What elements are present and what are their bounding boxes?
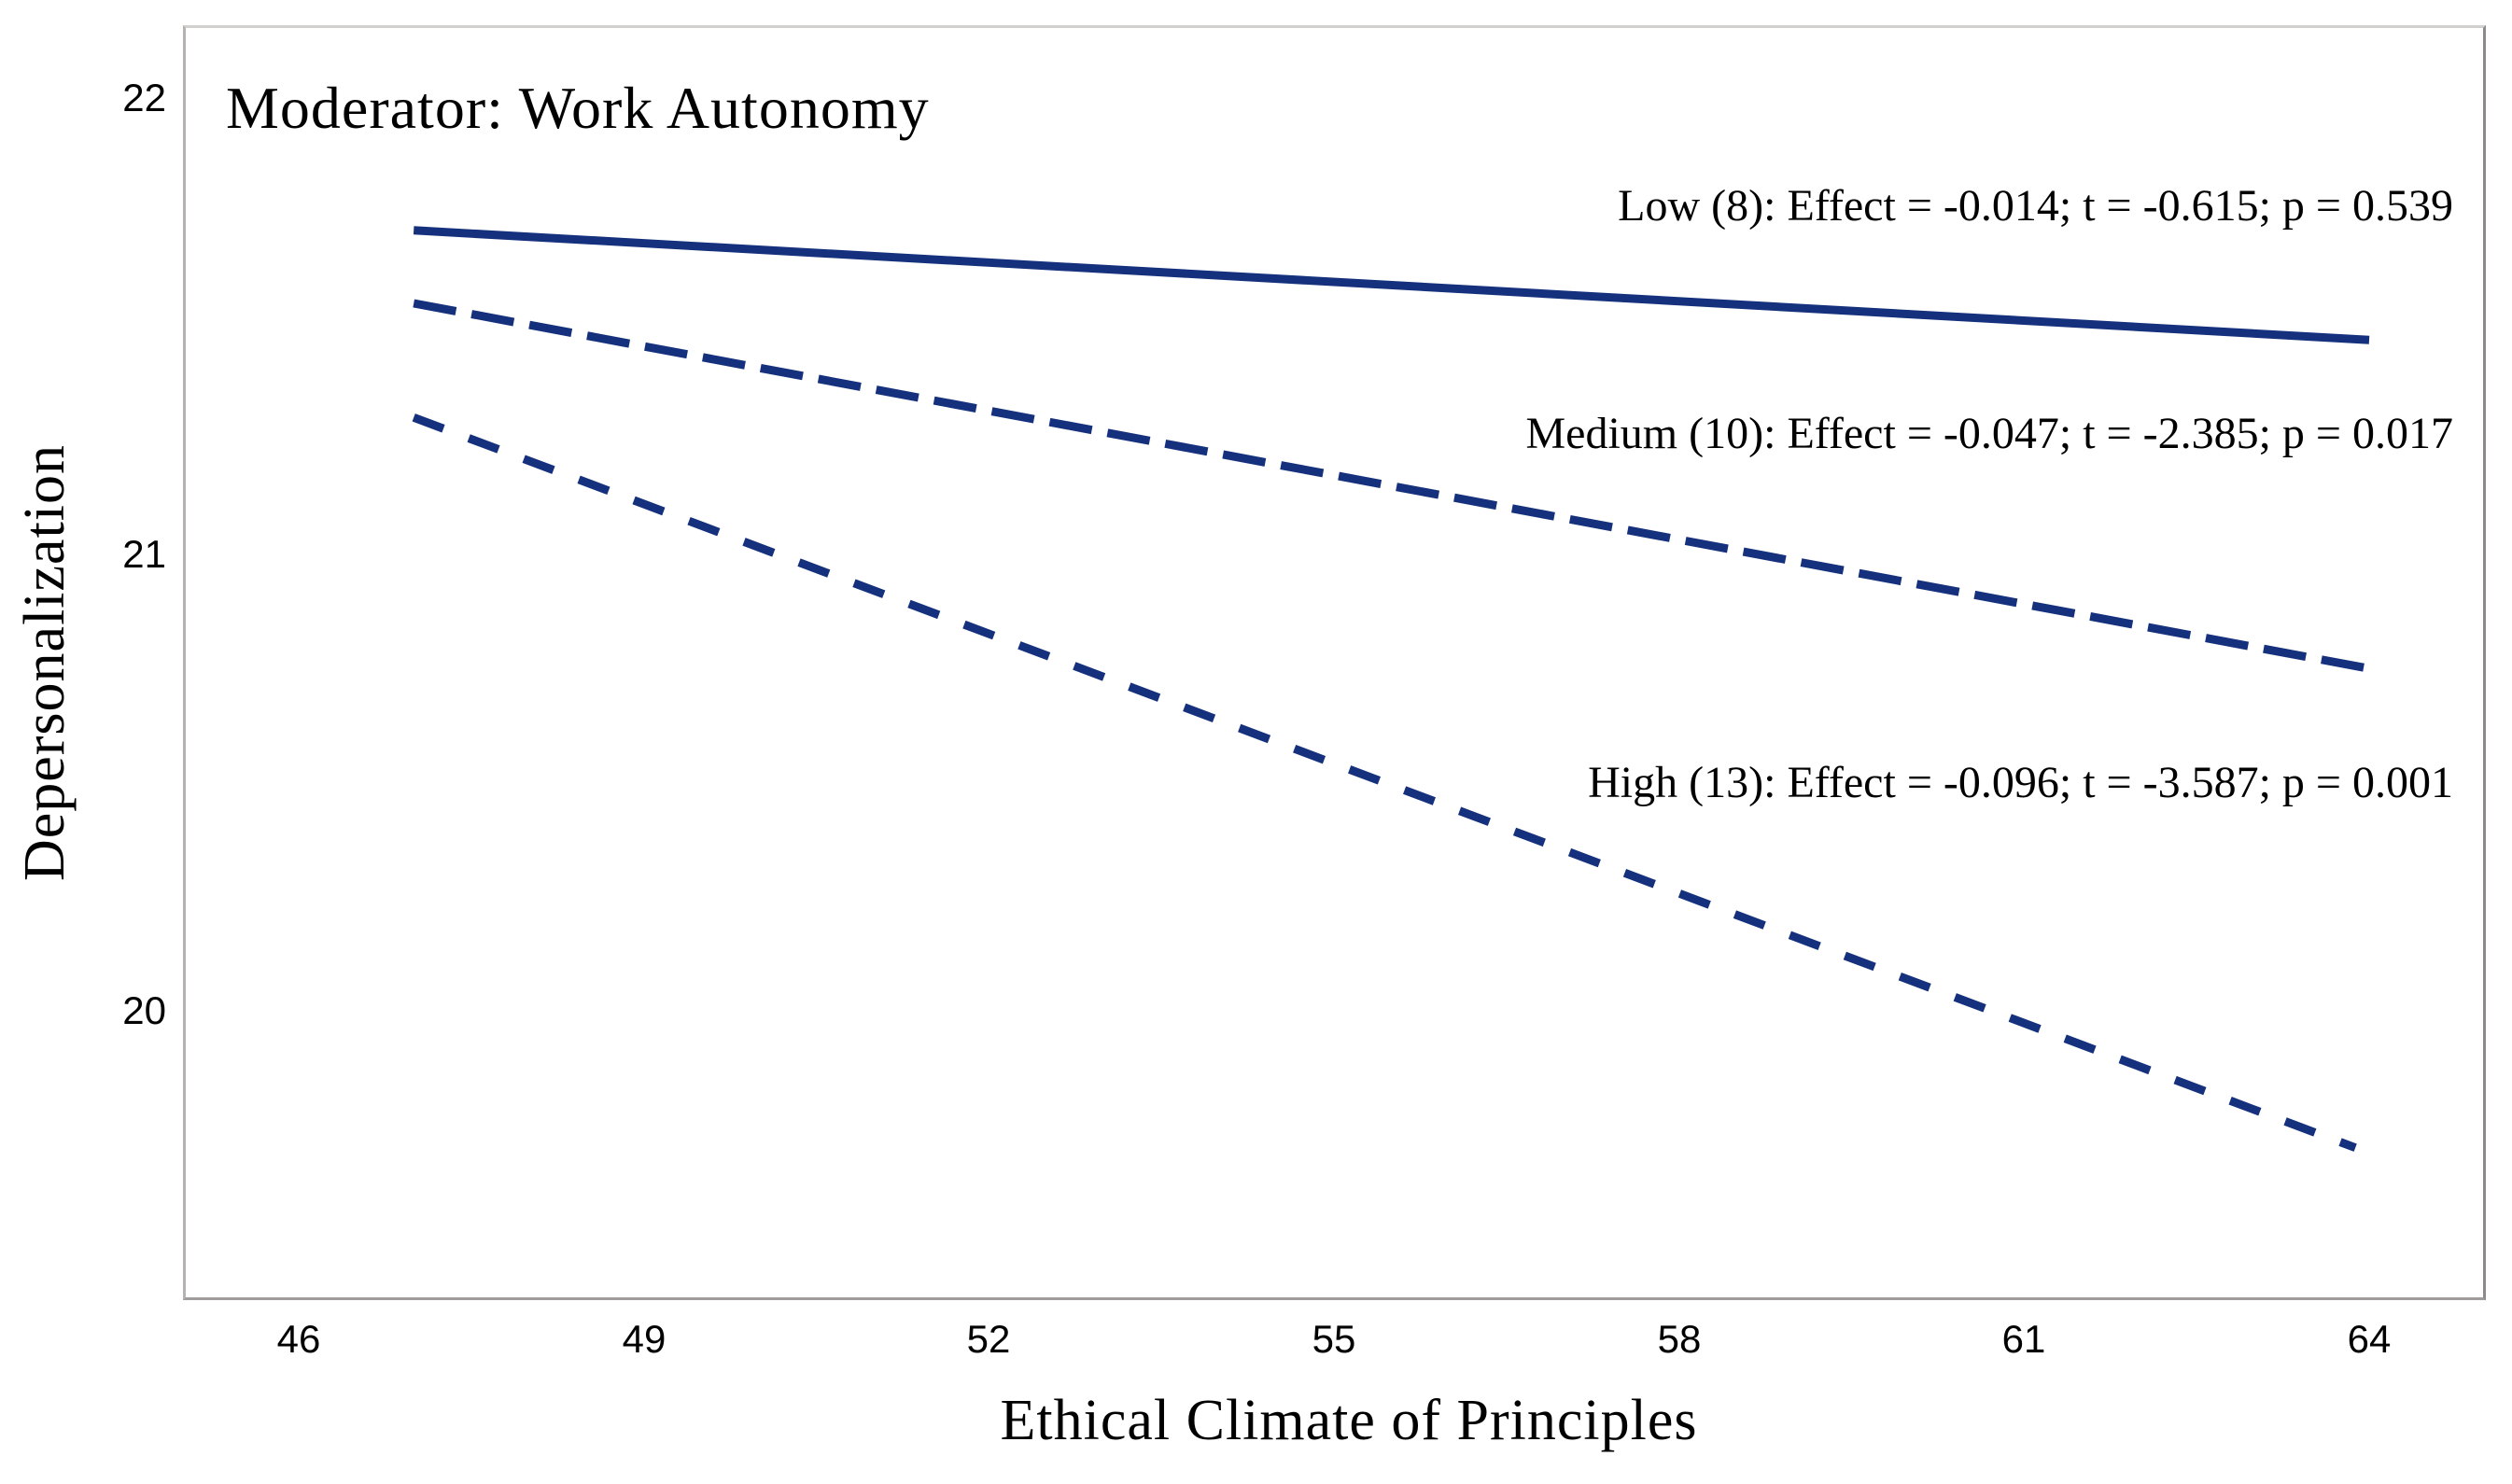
chart-title: Moderator: Work Autonomy [226, 75, 930, 141]
x-tick-58: 58 [1657, 1317, 1702, 1361]
x-tick-55: 55 [1312, 1317, 1356, 1361]
annotation-medium: Medium (10): Effect = -0.047; t = -2.385… [1525, 409, 2453, 458]
y-tick-22: 22 [122, 76, 166, 119]
x-axis-label: Ethical Climate of Principles [1000, 1389, 1698, 1452]
x-tick-61: 61 [2001, 1317, 2046, 1361]
annotation-low: Low (8): Effect = -0.014; t = -0.615; p … [1618, 181, 2453, 231]
x-tick-64: 64 [2347, 1317, 2392, 1361]
x-tick-52: 52 [966, 1317, 1011, 1361]
x-tick-49: 49 [622, 1317, 667, 1361]
y-tick-21: 21 [122, 532, 166, 576]
y-tick-20: 20 [122, 988, 166, 1032]
annotation-high: High (13): Effect = -0.096; t = -3.587; … [1588, 758, 2453, 807]
y-axis-label: Depersonalization [13, 443, 77, 882]
x-tick-46: 46 [276, 1317, 321, 1361]
